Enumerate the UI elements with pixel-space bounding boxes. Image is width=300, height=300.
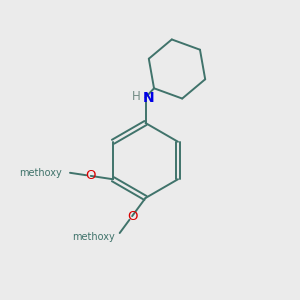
Text: methoxy: methoxy: [19, 168, 61, 178]
Text: methoxy: methoxy: [72, 232, 115, 242]
Text: O: O: [85, 169, 96, 182]
Text: H: H: [132, 90, 141, 103]
Text: O: O: [127, 210, 137, 223]
Text: N: N: [143, 91, 154, 104]
